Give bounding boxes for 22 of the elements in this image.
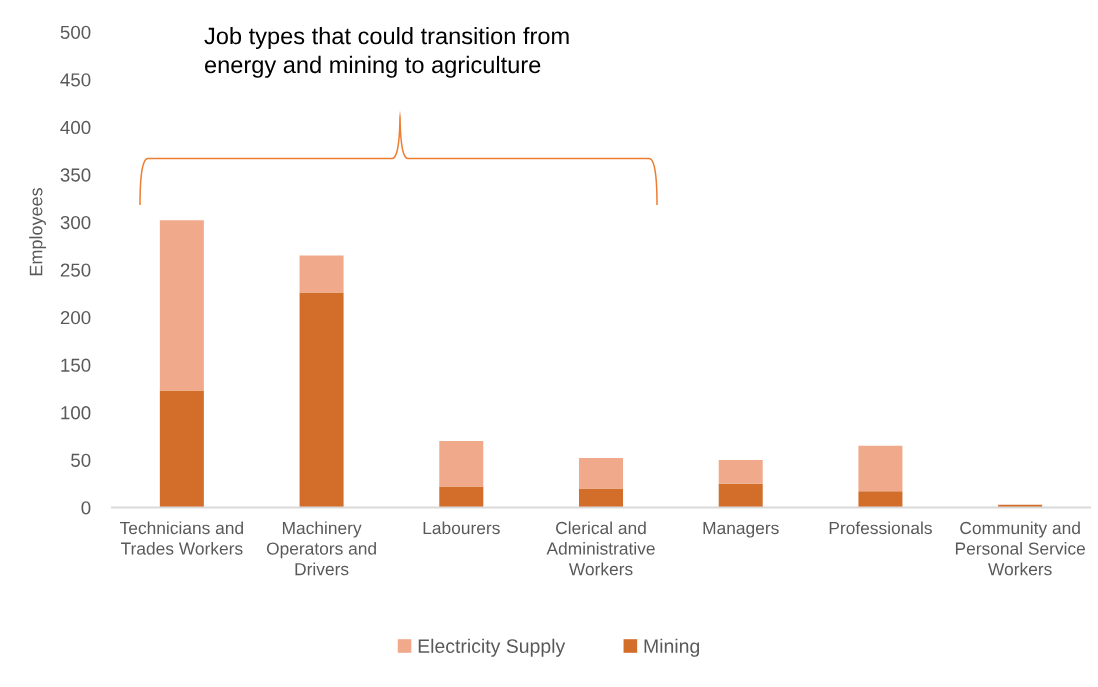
annotation: Job types that could transition from energy and mining to agriculture bbox=[204, 27, 569, 78]
y-tick-label: 500 bbox=[60, 25, 91, 39]
x-tick-label: Labourers bbox=[423, 521, 500, 535]
y-tick-label: 50 bbox=[71, 453, 91, 467]
y-tick-label: 350 bbox=[60, 168, 91, 182]
y-tick-label: 450 bbox=[60, 73, 91, 87]
x-tick-label: Community and Personal Service Workers bbox=[955, 521, 1085, 576]
x-tick-label: Technicians and Trades Workers bbox=[120, 521, 243, 555]
x-tick-label: Clerical and Administrative Workers bbox=[546, 521, 655, 576]
x-tick-label: Professionals bbox=[829, 521, 932, 535]
legend-label: Electricity Supply bbox=[418, 638, 566, 657]
x-tick-label: Machinery Operators and Drivers bbox=[266, 521, 376, 576]
y-tick-label: 200 bbox=[60, 311, 91, 325]
y-axis-title: Employees bbox=[29, 187, 46, 276]
legend-label: Mining bbox=[644, 638, 700, 657]
y-tick-label: 100 bbox=[61, 406, 91, 420]
y-tick-label: 0 bbox=[81, 501, 91, 515]
y-tick-label: 150 bbox=[61, 358, 91, 372]
y-tick-label: 300 bbox=[60, 215, 91, 230]
y-tick-label: 250 bbox=[60, 263, 91, 277]
x-tick-label: Managers bbox=[703, 522, 779, 538]
y-tick-label: 400 bbox=[60, 120, 91, 135]
